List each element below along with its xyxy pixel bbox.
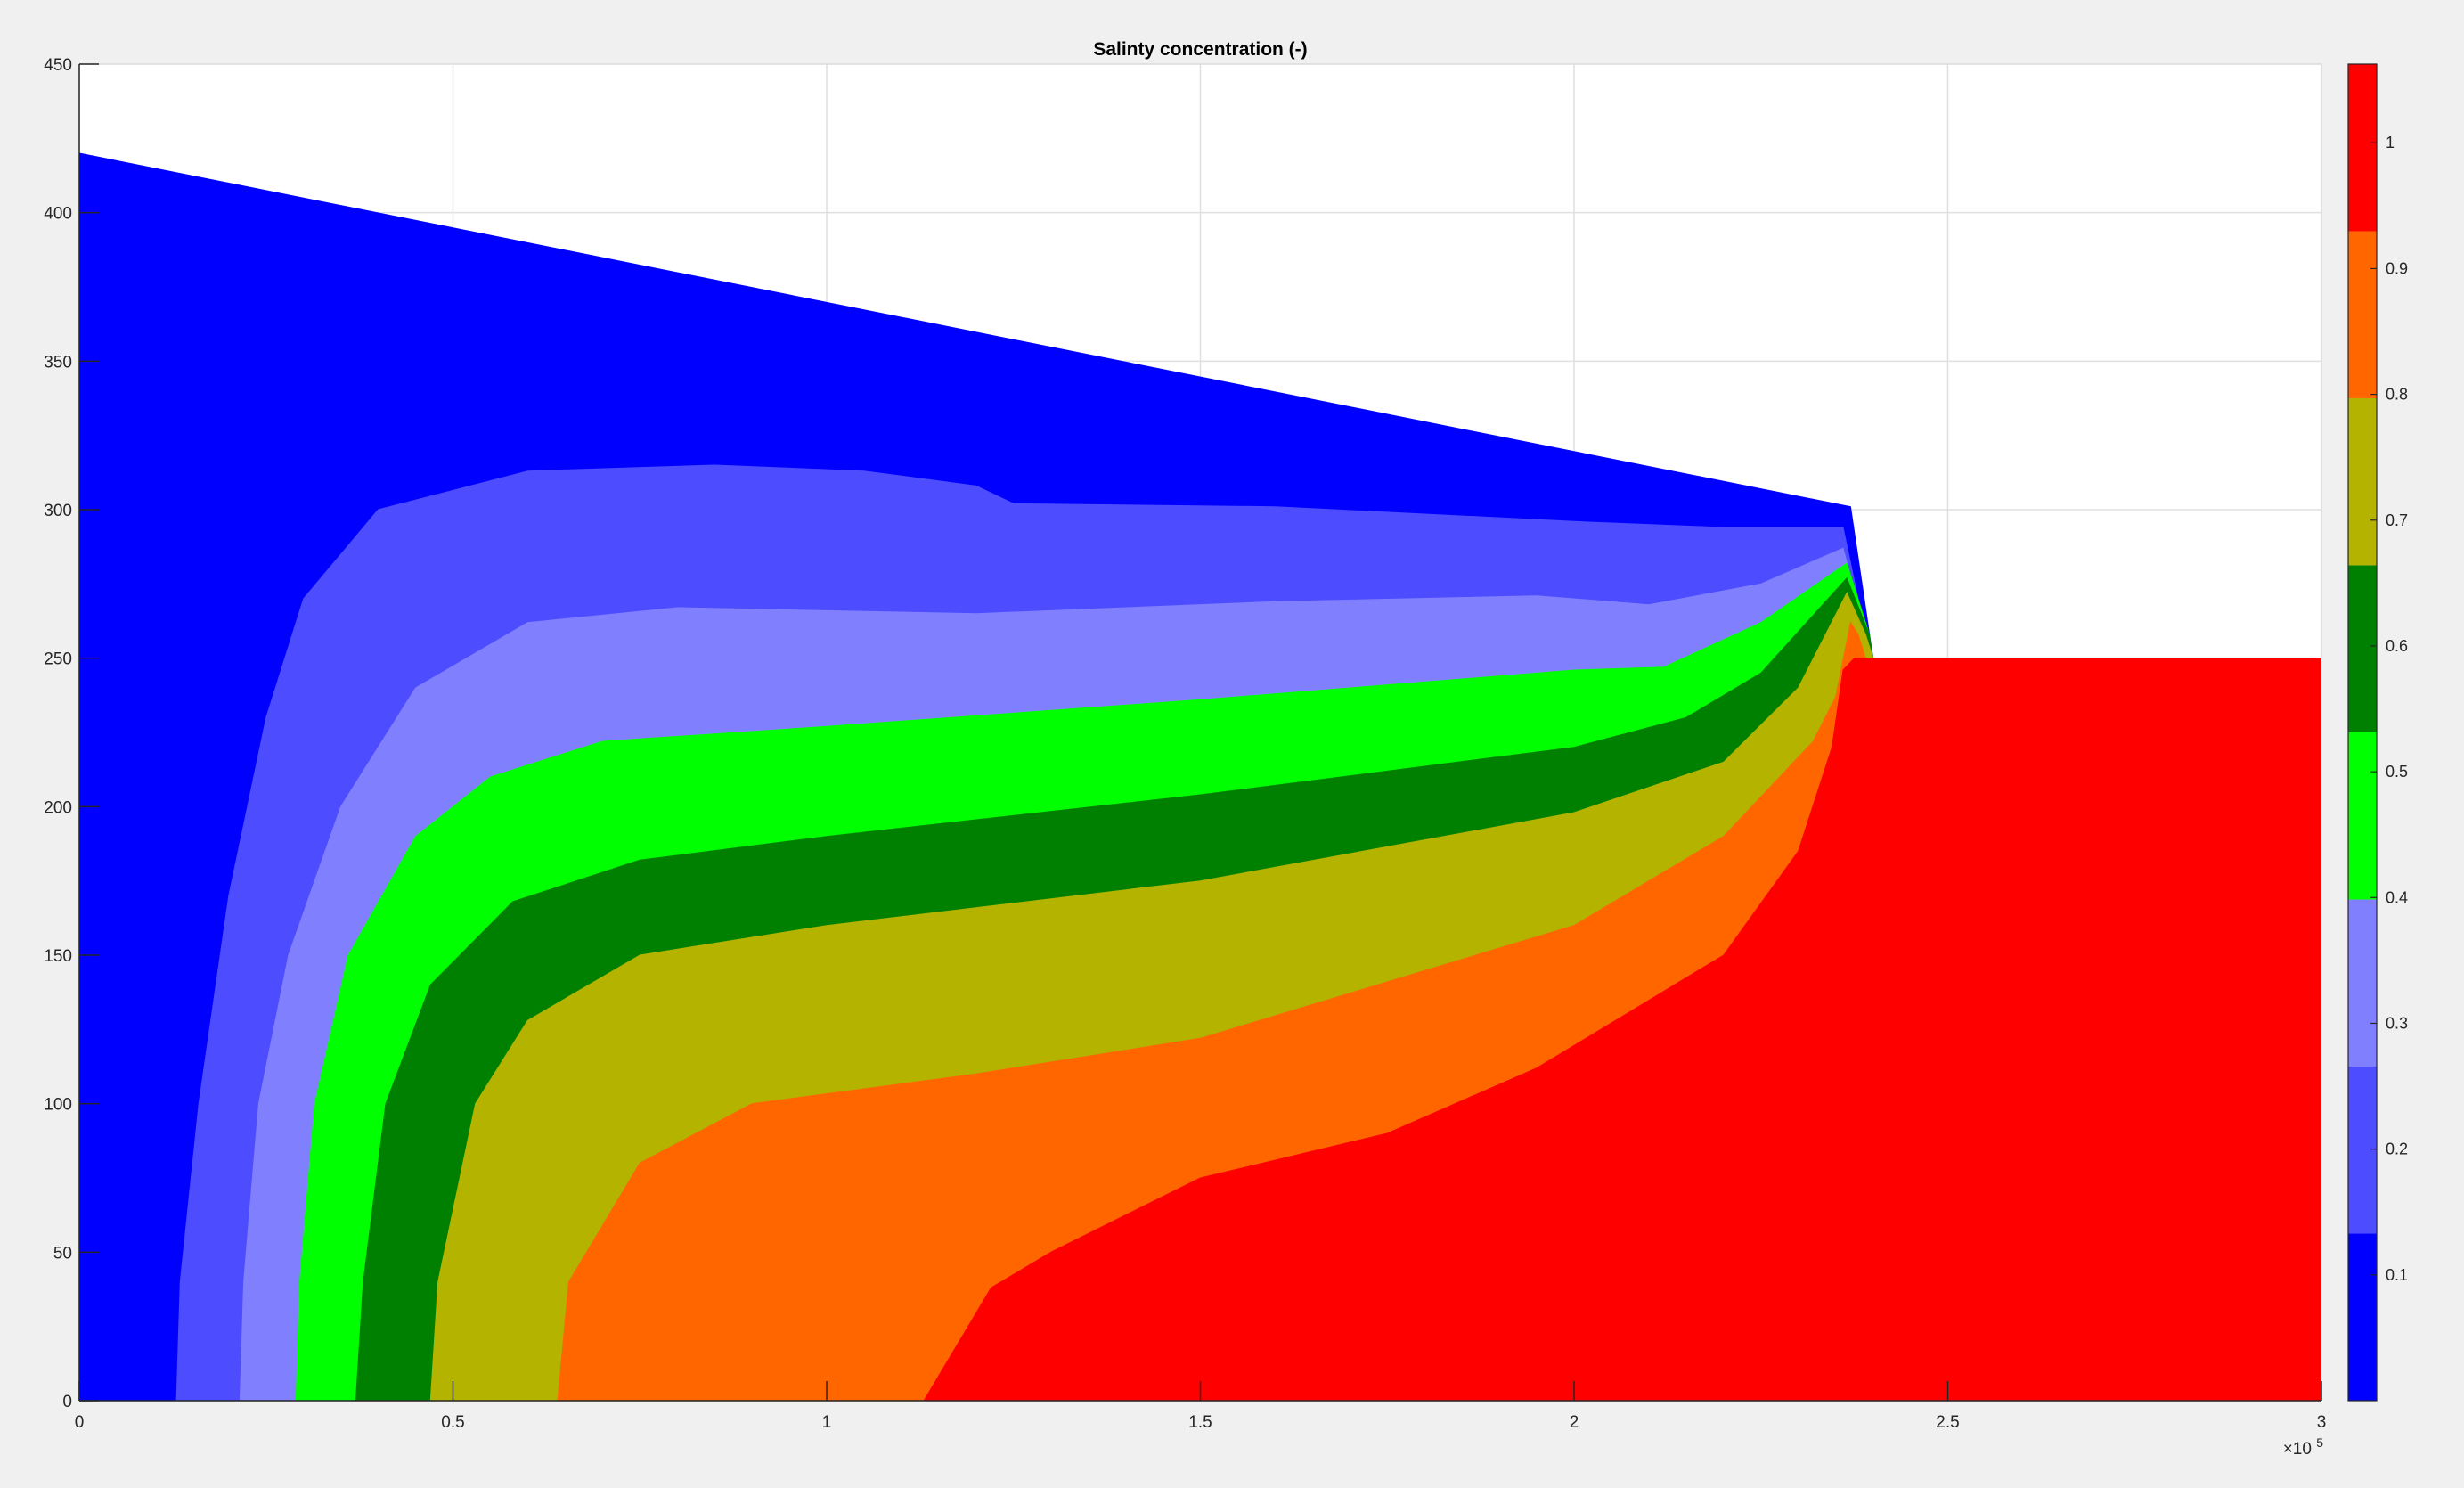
y-tick-label: 400 [44, 205, 72, 224]
y-tick-label: 350 [44, 353, 72, 372]
y-tick-label: 150 [44, 947, 72, 966]
colorbar-tick-label: 0.2 [2386, 1141, 2408, 1158]
x-tick-label: 1 [822, 1413, 832, 1432]
y-tick-label: 200 [44, 798, 72, 817]
y-tick-label: 0 [62, 1393, 72, 1411]
y-tick-label: 450 [44, 56, 72, 75]
colorbar-tick-label: 0.9 [2386, 259, 2408, 277]
x-tick-label: 3 [2317, 1413, 2327, 1432]
colorbar-tick-label: 0.8 [2386, 386, 2408, 404]
colorbar-band-1 [2348, 1233, 2377, 1401]
colorbar-tick-label: 1 [2386, 134, 2395, 151]
colorbar-tick-label: 0.3 [2386, 1014, 2408, 1032]
x-tick-label: 0 [75, 1413, 85, 1432]
contour-regions [78, 152, 2322, 1402]
x-axis-ticks: 0 0.5 1 1.5 2 2.5 3 [75, 1381, 2327, 1432]
colorbar-band-6 [2348, 397, 2377, 566]
colorbar-tick-label: 0.1 [2386, 1266, 2408, 1284]
x-axis-exponent-label: ×10 5 [2283, 1435, 2324, 1459]
chart-title: Salinty concentration (-) [1093, 39, 1307, 60]
colorbar-tick-label: 0.5 [2386, 763, 2408, 781]
x-tick-label: 1.5 [1188, 1413, 1212, 1432]
colorbar: 0.1 0.2 0.3 0.4 0.5 0.6 0.7 0.8 0.9 1 [2347, 63, 2408, 1402]
colorbar-band-7 [2348, 231, 2377, 398]
colorbar-band-3 [2348, 899, 2377, 1067]
x-tick-label: 0.5 [441, 1413, 464, 1432]
x-tick-label: 2.5 [1936, 1413, 1959, 1432]
x-tick-label: 2 [1570, 1413, 1579, 1432]
x-axis-exponent-power: 5 [2316, 1435, 2323, 1450]
colorbar-tick-label: 0.4 [2386, 888, 2408, 906]
y-axis-ticks: 0 50 100 150 200 250 300 350 400 450 [44, 56, 99, 1411]
colorbar-tick-label: 0.6 [2386, 637, 2408, 655]
y-tick-label: 300 [44, 502, 72, 520]
colorbar-band-2 [2348, 1067, 2377, 1234]
colorbar-frame [2347, 63, 2378, 1402]
y-tick-label: 50 [53, 1244, 72, 1263]
colorbar-band-5 [2348, 565, 2377, 732]
x-axis-exponent-base: ×10 [2283, 1440, 2312, 1459]
y-tick-label: 250 [44, 650, 72, 669]
colorbar-band-8 [2348, 64, 2377, 232]
colorbar-band-4 [2348, 732, 2377, 900]
y-tick-label: 100 [44, 1096, 72, 1115]
colorbar-tick-label: 0.7 [2386, 511, 2408, 529]
contour-region-8 [923, 658, 2322, 1402]
